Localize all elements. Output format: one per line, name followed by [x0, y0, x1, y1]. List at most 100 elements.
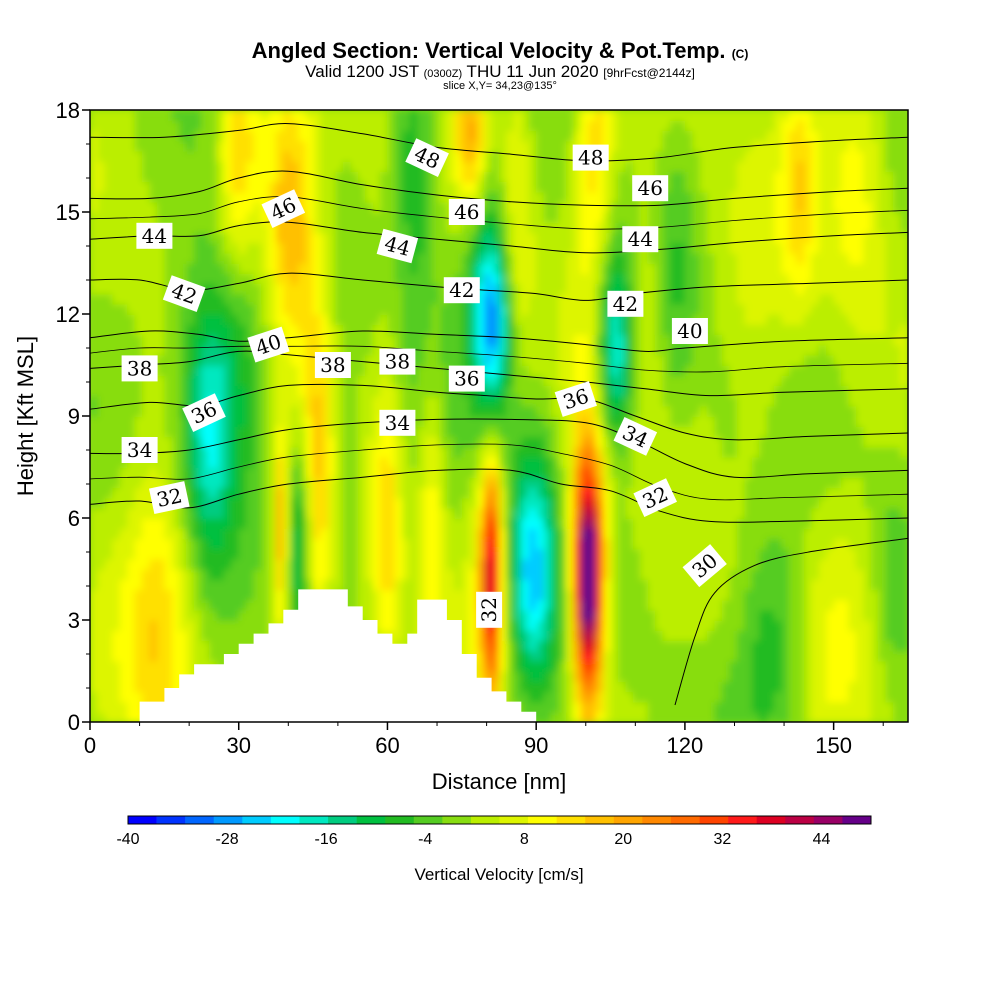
velocity-cell — [506, 395, 515, 407]
velocity-cell — [432, 528, 441, 540]
velocity-cell — [536, 497, 545, 509]
velocity-cell — [201, 293, 210, 305]
velocity-cell — [432, 303, 441, 315]
velocity-cell — [461, 252, 471, 264]
velocity-cell — [625, 640, 634, 652]
velocity-cell — [670, 252, 679, 264]
velocity-cell — [350, 599, 359, 611]
velocity-cell — [528, 263, 537, 274]
velocity-cell — [632, 681, 642, 693]
velocity-cell — [283, 558, 292, 570]
velocity-cell — [670, 405, 679, 417]
velocity-cell — [670, 691, 679, 703]
velocity-cell — [588, 385, 597, 397]
velocity-cell — [573, 446, 582, 458]
velocity-cell — [104, 191, 114, 203]
velocity-cell — [156, 660, 166, 672]
velocity-cell — [402, 161, 411, 172]
velocity-cell — [551, 599, 560, 611]
velocity-cell — [528, 222, 537, 234]
velocity-cell — [127, 120, 136, 132]
velocity-cell — [409, 171, 418, 183]
velocity-cell — [164, 140, 173, 152]
velocity-cell — [231, 558, 240, 570]
velocity-cell — [134, 293, 143, 305]
velocity-cell — [484, 140, 493, 152]
velocity-cell — [476, 426, 485, 438]
velocity-cell — [409, 589, 418, 601]
velocity-cell — [194, 222, 203, 234]
velocity-cell — [350, 110, 359, 121]
velocity-cell — [156, 385, 166, 397]
velocity-cell — [610, 150, 619, 162]
velocity-cell — [380, 110, 389, 121]
velocity-cell — [543, 609, 552, 621]
velocity-cell — [97, 599, 106, 611]
velocity-cell — [231, 110, 240, 121]
velocity-cell — [275, 242, 285, 254]
velocity-cell — [446, 456, 456, 468]
velocity-cell — [305, 538, 314, 550]
velocity-cell — [253, 130, 262, 142]
velocity-cell — [179, 538, 188, 550]
velocity-cell — [208, 161, 218, 172]
velocity-cell — [432, 354, 441, 366]
velocity-cell — [246, 609, 255, 621]
velocity-cell — [253, 518, 262, 529]
velocity-cell — [171, 518, 181, 529]
velocity-cell — [194, 518, 203, 529]
velocity-cell — [246, 222, 255, 234]
velocity-cell — [551, 212, 560, 223]
velocity-cell — [90, 263, 99, 274]
velocity-cell — [290, 171, 300, 183]
velocity-cell — [491, 130, 500, 142]
velocity-cell — [707, 650, 716, 662]
velocity-cell — [573, 293, 582, 305]
velocity-cell — [112, 528, 121, 540]
velocity-cell — [461, 620, 471, 631]
velocity-cell — [201, 650, 210, 662]
velocity-cell — [461, 640, 471, 652]
velocity-cell — [536, 599, 545, 611]
velocity-cell — [127, 181, 136, 193]
velocity-cell — [543, 579, 552, 591]
velocity-cell — [216, 242, 225, 254]
velocity-cell — [640, 609, 649, 621]
velocity-cell — [632, 497, 642, 509]
velocity-cell — [127, 416, 136, 427]
velocity-cell — [380, 273, 389, 285]
velocity-cell — [499, 395, 508, 407]
velocity-cell — [595, 518, 604, 529]
velocity-cell — [201, 181, 210, 193]
velocity-cell — [268, 477, 277, 489]
velocity-cell — [432, 456, 441, 468]
velocity-cell — [580, 212, 590, 223]
velocity-cell — [365, 416, 374, 427]
velocity-cell — [558, 640, 567, 652]
velocity-cell — [647, 446, 656, 458]
velocity-cell — [186, 620, 195, 631]
velocity-cell — [365, 222, 374, 234]
velocity-cell — [290, 589, 300, 601]
velocity-cell — [97, 365, 106, 376]
velocity-cell — [194, 314, 203, 325]
velocity-cell — [513, 436, 523, 448]
velocity-cell — [699, 487, 709, 499]
velocity-cell — [469, 518, 478, 529]
velocity-cell — [417, 569, 426, 580]
velocity-cell — [179, 150, 188, 162]
velocity-cell — [617, 416, 627, 427]
velocity-cell — [104, 110, 114, 121]
velocity-cell — [513, 375, 523, 387]
velocity-cell — [372, 201, 381, 213]
velocity-cell — [499, 467, 508, 478]
velocity-cell — [171, 426, 181, 438]
velocity-cell — [231, 507, 240, 519]
velocity-cell — [692, 161, 701, 172]
velocity-cell — [179, 650, 188, 662]
velocity-cell — [313, 171, 322, 183]
velocity-cell — [112, 630, 121, 642]
velocity-cell — [662, 303, 671, 315]
velocity-cell — [632, 711, 642, 722]
velocity-cell — [290, 405, 300, 417]
